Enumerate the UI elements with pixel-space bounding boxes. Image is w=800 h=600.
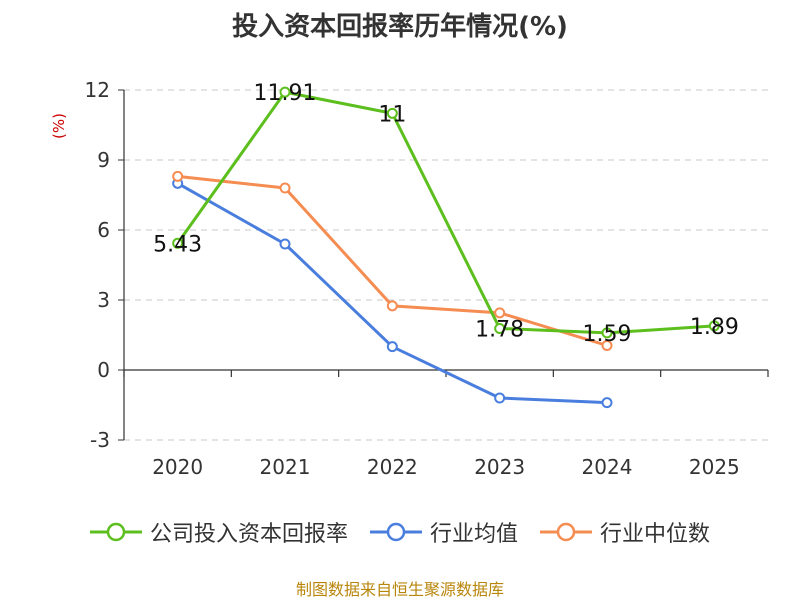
y-tick-label: -3 bbox=[90, 428, 110, 452]
data-point bbox=[494, 392, 506, 404]
series-line bbox=[176, 90, 715, 335]
legend-marker-icon bbox=[89, 522, 142, 542]
data-label: 11.91 bbox=[254, 81, 317, 106]
data-point bbox=[172, 237, 184, 249]
legend-item-3[interactable]: 行业中位数 bbox=[540, 516, 710, 548]
data-point bbox=[386, 107, 398, 119]
series-line bbox=[177, 174, 608, 347]
data-point bbox=[494, 307, 506, 319]
legend-label: 行业均值 bbox=[429, 522, 518, 547]
legend-label: 公司投入资本回报率 bbox=[149, 522, 348, 547]
x-tick-label: 2021 bbox=[260, 455, 311, 479]
legend-marker-icon bbox=[540, 522, 592, 542]
y-tick-label: 0 bbox=[97, 358, 110, 382]
y-tick-label: 12 bbox=[85, 78, 110, 102]
data-label: 1.59 bbox=[583, 322, 632, 347]
data-point bbox=[279, 238, 291, 250]
data-point bbox=[386, 300, 398, 312]
source-note: 制图数据来自恒生聚源数据库 bbox=[295, 580, 504, 599]
series-2 bbox=[172, 177, 613, 409]
grid-lines bbox=[124, 89, 768, 441]
series-3 bbox=[172, 170, 613, 351]
data-label: 1.89 bbox=[690, 315, 739, 340]
data-point bbox=[601, 340, 613, 351]
data-label: 1.78 bbox=[475, 317, 524, 342]
series-lines bbox=[172, 86, 720, 409]
data-point bbox=[279, 86, 291, 98]
data-label: 11 bbox=[378, 102, 406, 127]
data-point bbox=[279, 182, 291, 194]
data-point bbox=[386, 341, 398, 353]
data-label: 5.43 bbox=[153, 232, 202, 257]
data-point bbox=[601, 397, 613, 409]
y-axis-unit-label: (%) bbox=[50, 113, 68, 139]
chart-title: 投入资本回报率历年情况(%) bbox=[232, 12, 568, 42]
legend-item-2[interactable]: 行业均值 bbox=[369, 516, 518, 548]
data-point bbox=[494, 322, 506, 334]
legend-item-1[interactable]: 公司投入资本回报率 bbox=[89, 516, 348, 548]
x-tick-label: 2020 bbox=[152, 455, 203, 479]
x-tick-label: 2025 bbox=[689, 455, 740, 479]
data-point bbox=[708, 320, 720, 332]
x-tick-label: 2023 bbox=[474, 455, 525, 479]
y-tick-label: 3 bbox=[97, 288, 110, 312]
data-labels: 5.43 11.91 11 1.78 1.59 1.89 bbox=[153, 81, 739, 347]
legend: 公司投入资本回报率 行业均值 行业中位数 bbox=[0, 516, 800, 548]
data-point bbox=[601, 327, 613, 339]
legend-marker-icon bbox=[369, 522, 422, 542]
x-tick-label: 2022 bbox=[367, 455, 418, 479]
legend-label: 行业中位数 bbox=[600, 522, 711, 547]
data-point bbox=[172, 170, 184, 182]
x-tick-label: 2024 bbox=[582, 455, 633, 479]
series-1 bbox=[172, 86, 720, 339]
axes: -3 0 3 6 9 12 2020 2021 2022 2023 2024 2025 bbox=[85, 78, 769, 479]
y-tick-label: 9 bbox=[97, 148, 110, 172]
y-tick-label: 6 bbox=[97, 218, 110, 242]
